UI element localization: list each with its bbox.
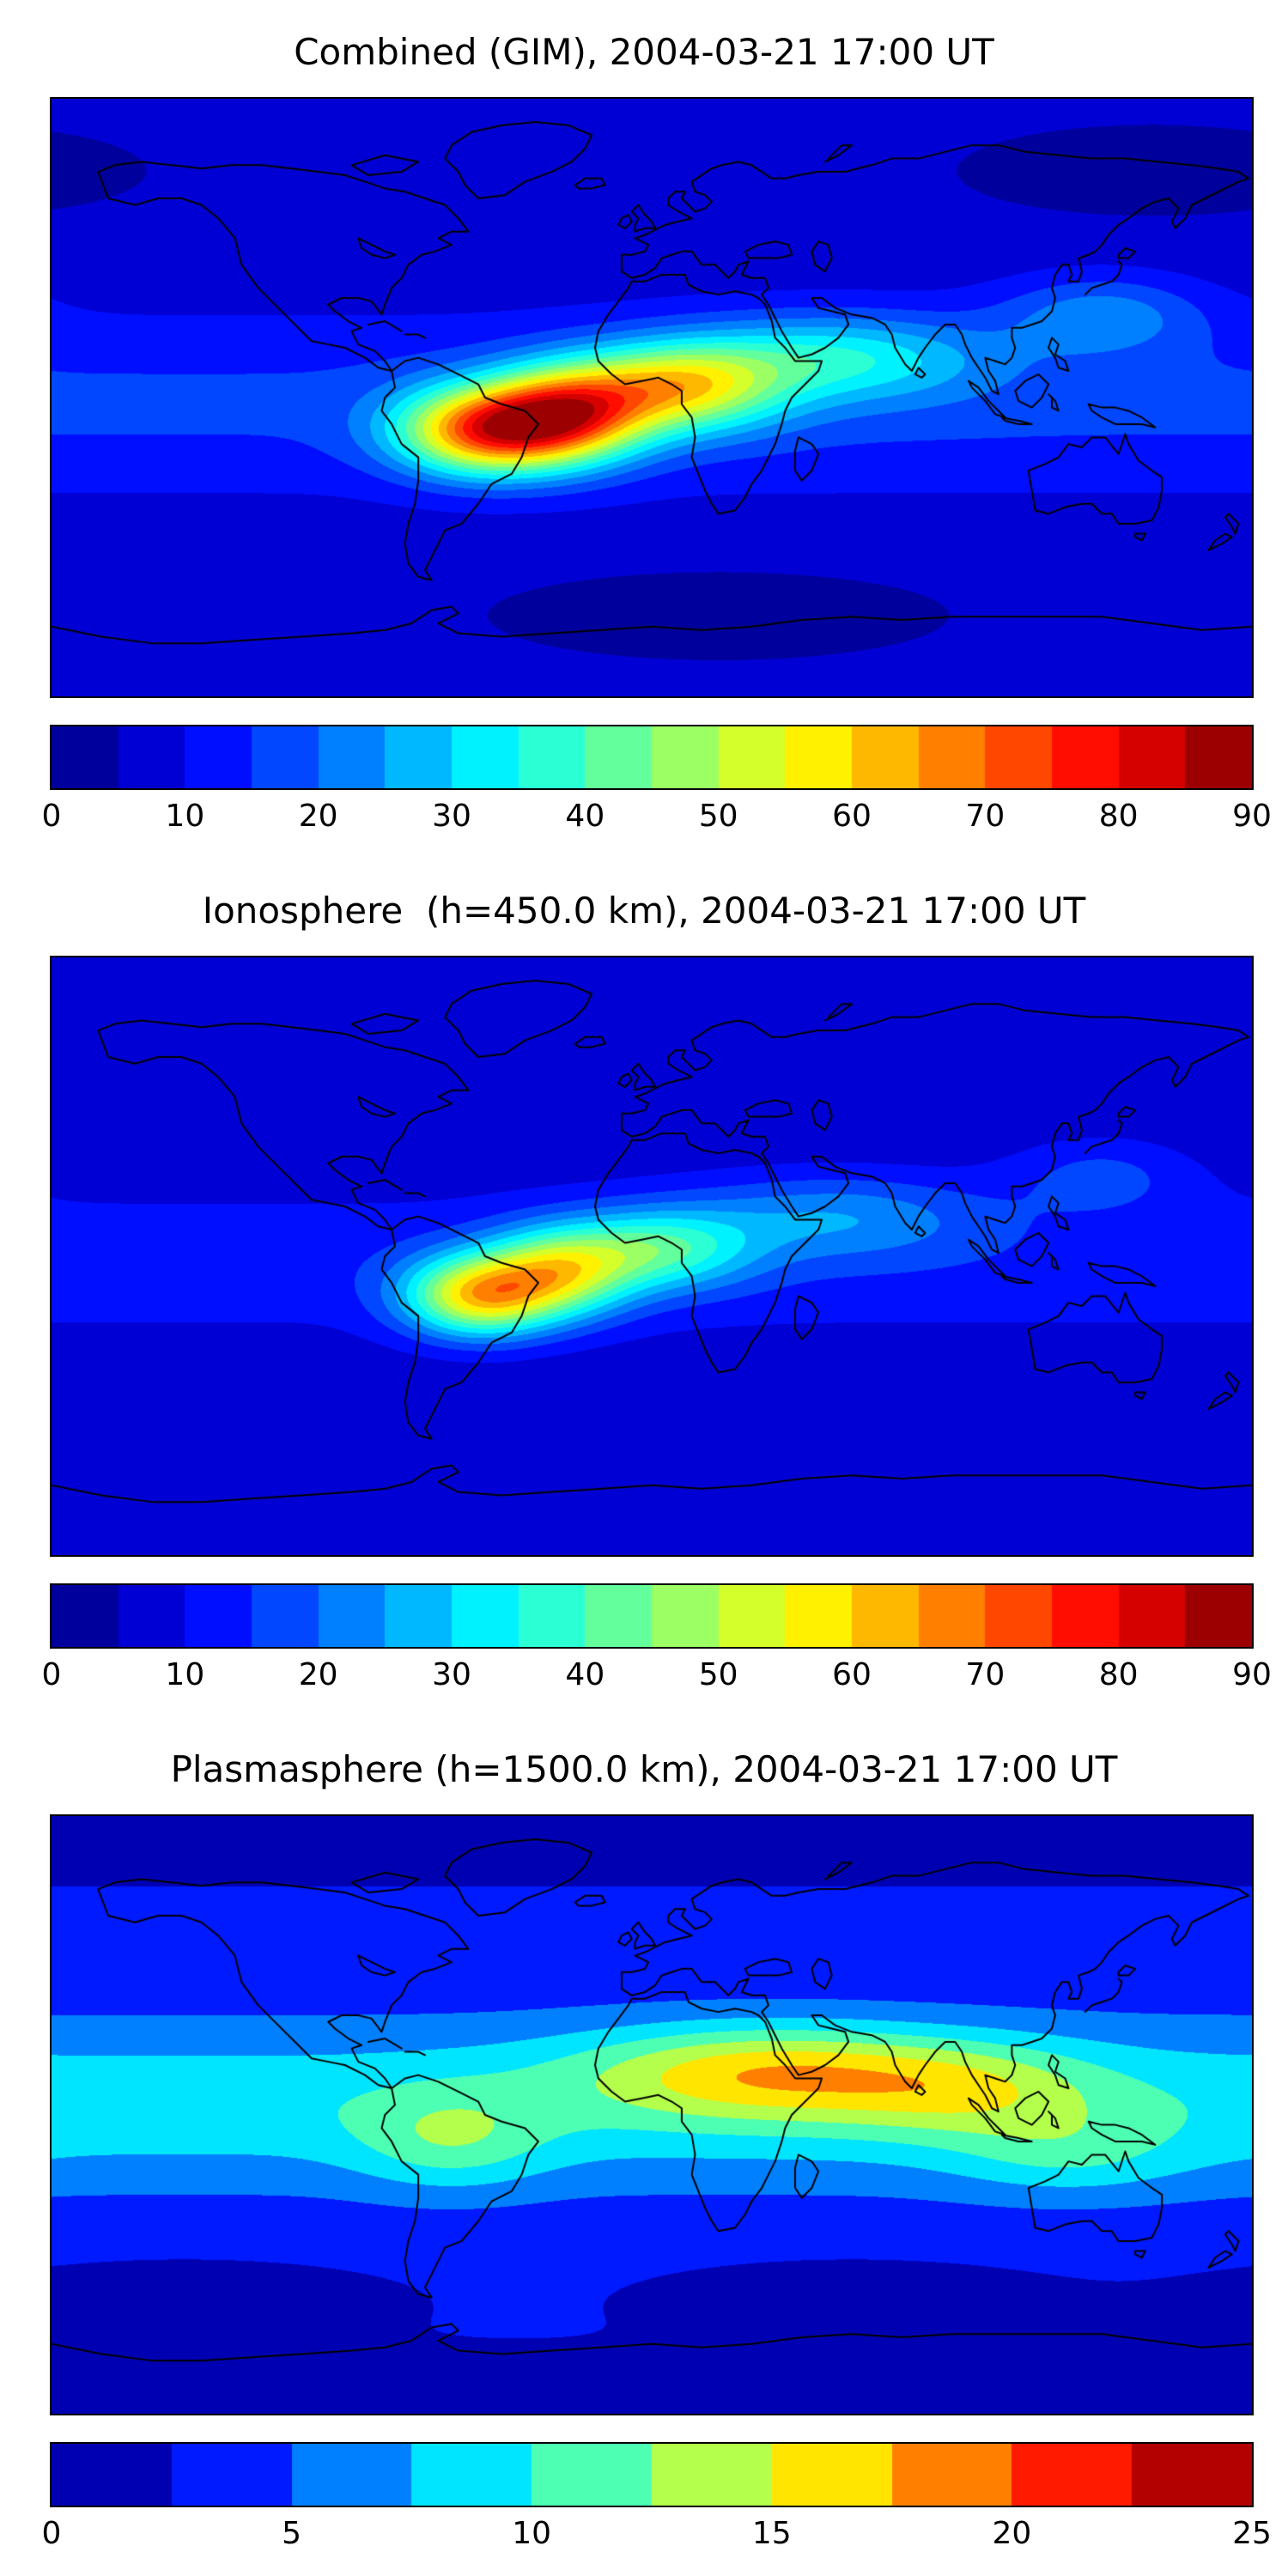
colorbar-tick-label: 70 bbox=[965, 1657, 1005, 1692]
colorbar-tick-label: 0 bbox=[41, 799, 62, 834]
colorbar-tick-label: 0 bbox=[41, 1657, 62, 1692]
colorbar-tick-label: 20 bbox=[992, 2516, 1032, 2551]
panel-combined: Combined (GIM), 2004-03-21 17:00 UT 0 10 2… bbox=[0, 0, 1288, 859]
colorbar-tick-label: 10 bbox=[512, 2516, 552, 2551]
panel-ionosphere: Ionosphere (h=450.0 km), 2004-03-21 17:0… bbox=[0, 859, 1288, 1717]
colorbar-tick-label: 10 bbox=[165, 799, 205, 834]
panel-title-plasmasphere: Plasmasphere (h=1500.0 km), 2004-03-21 1… bbox=[170, 1748, 1118, 1790]
map-ionosphere bbox=[50, 956, 1254, 1557]
colorbar-tick-label: 70 bbox=[965, 799, 1005, 834]
map-combined bbox=[50, 97, 1254, 698]
colorbar-tick-label: 30 bbox=[432, 1657, 471, 1692]
map-plasmasphere bbox=[50, 1814, 1254, 2415]
colorbar-tick-label: 50 bbox=[698, 1657, 738, 1692]
colorbar-tick-label: 90 bbox=[1232, 1657, 1272, 1692]
colorbar-tick-label: 80 bbox=[1098, 1657, 1139, 1692]
panel-title-combined: Combined (GIM), 2004-03-21 17:00 UT bbox=[294, 31, 994, 73]
colorbar-tick-label: 40 bbox=[565, 799, 605, 834]
colorbar-tick-label: 50 bbox=[698, 799, 738, 834]
colorbar-combined bbox=[50, 725, 1254, 790]
colorbar-tick-label: 5 bbox=[282, 2516, 302, 2551]
colorbar-tick-label: 10 bbox=[165, 1657, 205, 1692]
colorbar-ionosphere bbox=[50, 1583, 1254, 1649]
colorbar-tick-label: 40 bbox=[565, 1657, 605, 1692]
colorbar-tick-label: 90 bbox=[1232, 799, 1272, 834]
panel-plasmasphere: Plasmasphere (h=1500.0 km), 2004-03-21 1… bbox=[0, 1717, 1288, 2576]
colorbar-ticks-plasmasphere: 0 5 10 15 20 25 bbox=[42, 2516, 1272, 2555]
colorbar-tick-label: 0 bbox=[41, 2516, 62, 2551]
panel-title-ionosphere: Ionosphere (h=450.0 km), 2004-03-21 17:0… bbox=[202, 890, 1086, 932]
colorbar-tick-label: 60 bbox=[832, 799, 872, 834]
colorbar-tick-label: 25 bbox=[1232, 2516, 1272, 2551]
colorbar-tick-label: 15 bbox=[751, 2516, 792, 2551]
colorbar-ticks-combined: 0 10 20 30 40 50 60 70 80 90 bbox=[42, 799, 1272, 838]
colorbar-tick-label: 80 bbox=[1098, 799, 1139, 834]
colorbar-ticks-ionosphere: 0 10 20 30 40 50 60 70 80 90 bbox=[42, 1657, 1272, 1697]
colorbar-plasmasphere bbox=[50, 2442, 1254, 2507]
colorbar-tick-label: 60 bbox=[832, 1657, 872, 1692]
colorbar-tick-label: 20 bbox=[298, 799, 338, 834]
colorbar-tick-label: 20 bbox=[298, 1657, 338, 1692]
colorbar-tick-label: 30 bbox=[432, 799, 471, 834]
